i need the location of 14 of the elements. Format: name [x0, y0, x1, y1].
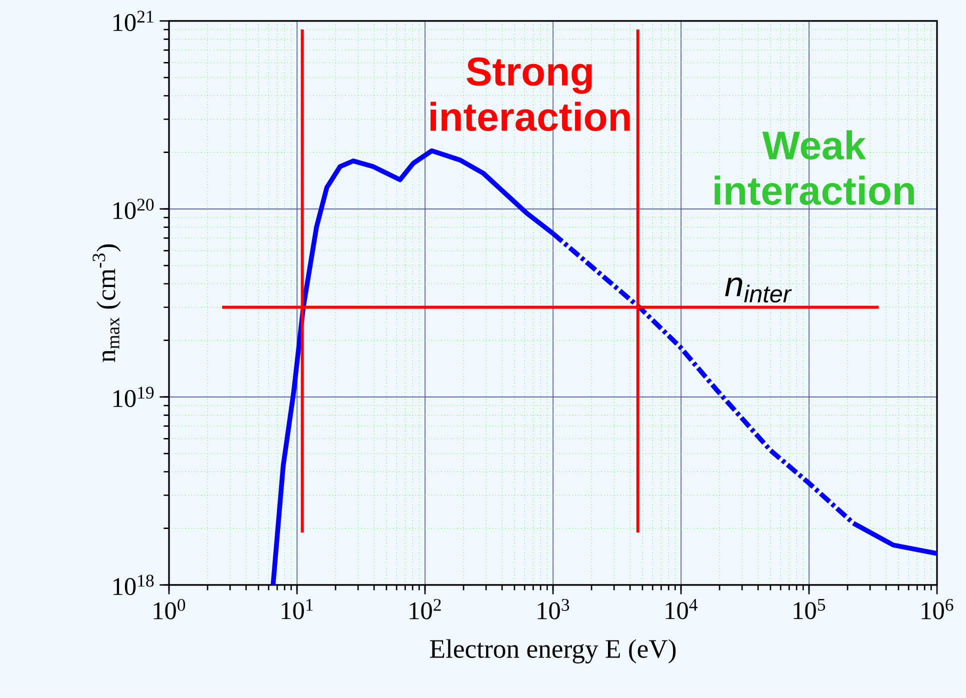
x-tick-label: 10$^{1}$	[282, 598, 313, 620]
y-tick-label: 10$^{21}$	[113, 10, 154, 32]
x-axis-title: Electron energy E (eV)	[430, 639, 676, 664]
x-tick-label: 10$^{6}$	[922, 598, 954, 620]
ref-line-label: n$_{inter}$	[725, 278, 792, 303]
y-tick-label: 10$^{18}$	[113, 574, 154, 596]
x-tick-label: 10$^{0}$	[154, 598, 186, 620]
x-tick-label: 10$^{3}$	[538, 598, 570, 620]
y-tick-label: 10$^{20}$	[113, 198, 154, 220]
x-tick-label: 10$^{2}$	[410, 598, 441, 620]
x-tick-label: 10$^{5}$	[794, 598, 826, 620]
y-tick-label: 10$^{19}$	[113, 386, 154, 408]
y-axis-title: n$_{max}$ (cm$^{-3}$)	[92, 244, 121, 362]
x-tick-label: 10$^{4}$	[666, 598, 698, 620]
